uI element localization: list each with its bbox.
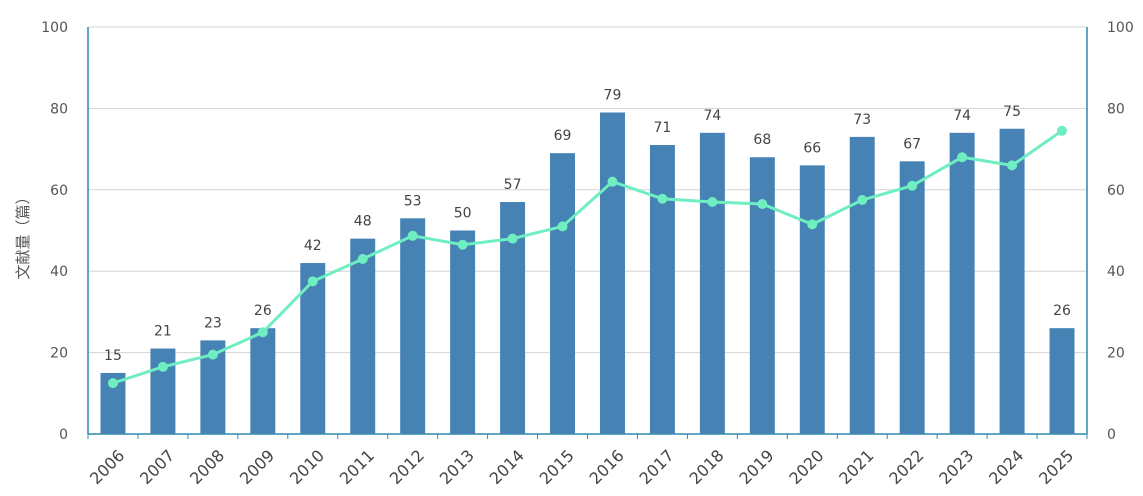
y-tick-label-right: 0 [1107,427,1116,443]
y-tick-label-left: 80 [50,101,68,117]
x-tick-label: 2019 [735,446,777,488]
x-tick-label: 2024 [985,446,1027,488]
x-ticks: 2006 2007 2008 2009 2010 2011 2012 2013 2014 2015… [86,434,1088,488]
x-tick-label: 2006 [86,446,128,488]
bar-data-label: 26 [254,303,272,319]
line-point [457,239,468,250]
bar-data-label: 68 [753,132,771,148]
y-tick-label-left: 20 [50,346,68,362]
x-tick-label: 2014 [486,446,528,488]
line-point [307,276,318,287]
line-point [707,197,718,208]
bar [450,230,476,434]
bar-data-label: 79 [604,87,622,103]
y-axis-label: 文献量（篇） [14,189,32,279]
bar-data-label: 21 [154,324,172,340]
y-tick-label-right: 60 [1107,183,1125,199]
bar-data-label: 50 [454,206,472,222]
bar [849,136,875,434]
bar [350,238,376,434]
x-tick-label: 2013 [436,446,478,488]
bar-data-label: 75 [1003,104,1021,120]
bar [599,112,625,434]
line-point [957,152,968,163]
x-tick-label: 2015 [536,446,578,488]
bar-data-label: 57 [504,177,522,193]
y-ticks-right: 0 20 40 60 80 100 [1107,20,1134,443]
x-tick-label: 2008 [186,446,228,488]
bar [1049,328,1075,434]
series-line [112,129,1063,385]
x-tick-label: 2017 [636,446,678,488]
bar-data-label: 48 [354,214,372,230]
line-point [757,199,768,210]
bar [749,157,775,435]
x-tick-label: 2022 [885,446,927,488]
bar-series [100,112,1075,435]
bar-data-label: 42 [304,238,322,254]
line-point [157,361,168,372]
y-tick-label-right: 20 [1107,346,1125,362]
x-tick-label: 2023 [935,446,977,488]
bar-data-label: 74 [953,108,971,124]
bar [799,165,825,434]
line-point [557,221,568,232]
line-point [657,193,668,204]
line-point [607,176,618,187]
line-point [207,349,218,360]
line-series [107,125,1068,389]
bar-data-label: 73 [853,112,871,128]
bar-data-label: 69 [554,128,572,144]
x-tick-label: 2016 [586,446,628,488]
y-tick-label-left: 100 [41,20,68,36]
line-point [507,233,518,244]
line-point [257,327,268,338]
line-point [857,194,868,205]
y-tick-label-left: 0 [59,427,68,443]
y-ticks-left: 0 20 40 60 80 100 [41,20,68,443]
bar-data-label: 67 [903,136,921,152]
line-point [907,180,918,191]
x-tick-label: 2009 [236,446,278,488]
bar-data-label: 23 [204,315,222,331]
x-tick-label: 2011 [336,446,378,488]
bar-data-label: 71 [654,120,672,136]
bar [250,328,276,434]
bar-data-labels: 15 21 23 26 42 48 53 50 57 69 79 71 74 68 66 73 67 74 75 26 [104,87,1071,363]
x-tick-label: 2007 [136,446,178,488]
bar [949,132,975,434]
bar [649,145,675,434]
line-point [1057,125,1068,136]
bar-data-label: 26 [1053,303,1071,319]
bar [400,218,426,434]
bar [899,161,925,434]
y-tick-label-right: 80 [1107,101,1125,117]
bar-data-label: 66 [803,140,821,156]
bar-data-label: 53 [404,193,422,209]
x-tick-label: 2021 [835,446,877,488]
y-tick-label-right: 100 [1107,20,1134,36]
line-point [1007,160,1018,171]
bar-data-label: 15 [104,348,122,364]
bar-data-label: 74 [703,108,721,124]
x-tick-label: 2012 [386,446,428,488]
bar [550,153,576,435]
line-point [807,219,818,230]
line-point [407,230,418,241]
x-tick-label: 2025 [1035,446,1077,488]
y-tick-label-left: 40 [50,264,68,280]
x-tick-label: 2010 [286,446,328,488]
line-point [357,253,368,264]
bar [999,128,1025,434]
bar [699,132,725,434]
gridlines [88,26,1087,354]
bar [150,348,176,434]
line-point [107,378,118,389]
y-tick-label-right: 40 [1107,264,1125,280]
y-tick-label-left: 60 [50,183,68,199]
x-tick-label: 2020 [785,446,827,488]
x-tick-label: 2018 [685,446,727,488]
